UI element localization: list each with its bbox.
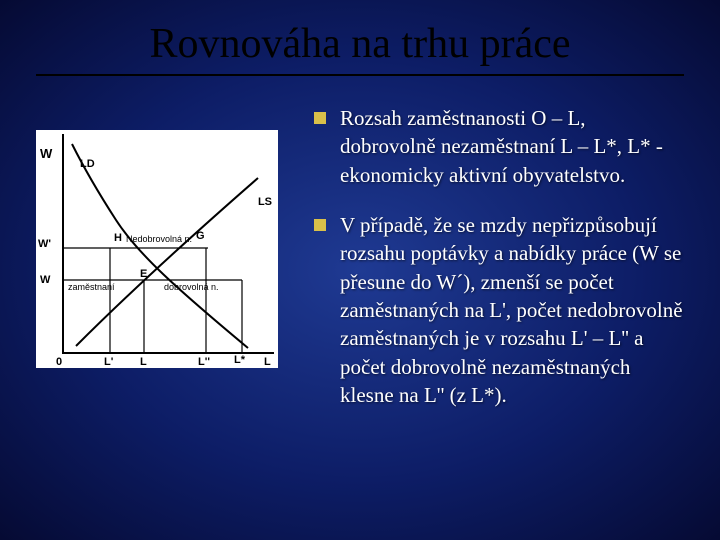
chart-column: W LD LS W' W H G E Nedobrovolná n. zaměs…	[36, 104, 296, 431]
bullet-2: V případě, že se mzdy nepřizpůsobují roz…	[314, 211, 684, 409]
bullet-marker-icon	[314, 219, 326, 231]
labor-market-chart: W LD LS W' W H G E Nedobrovolná n. zaměs…	[36, 130, 278, 368]
lbl-Lstar: L*	[234, 354, 245, 366]
lbl-dobro: dobrovolná n.	[164, 282, 219, 292]
lbl-0: 0	[56, 356, 62, 368]
text-column: Rozsah zaměstnanosti O – L, dobrovolně n…	[314, 104, 684, 431]
lbl-G: G	[196, 230, 205, 242]
lbl-E: E	[140, 268, 147, 280]
lbl-zamest: zaměstnaní	[68, 282, 115, 292]
lbl-LS: LS	[258, 196, 272, 208]
lbl-LD: LD	[80, 158, 95, 170]
bullet-marker-icon	[314, 112, 326, 124]
lbl-nedobro: Nedobrovolná n.	[126, 234, 192, 244]
ld-curve	[72, 144, 248, 348]
bullet-1: Rozsah zaměstnanosti O – L, dobrovolně n…	[314, 104, 684, 189]
lbl-Lright: L	[264, 356, 271, 368]
slide-title: Rovnováha na trhu práce	[36, 20, 684, 76]
lbl-Lpp: L''	[198, 356, 210, 368]
bullet-2-text: V případě, že se mzdy nepřizpůsobují roz…	[340, 211, 684, 409]
content-area: W LD LS W' W H G E Nedobrovolná n. zaměs…	[36, 104, 684, 431]
lbl-L: L	[140, 356, 147, 368]
lbl-Weq: W	[40, 274, 50, 286]
lbl-Lp: L'	[104, 356, 113, 368]
lbl-W-axis: W	[40, 146, 52, 161]
lbl-Wprime: W'	[38, 238, 51, 250]
chart-svg	[36, 130, 278, 368]
bullet-1-text: Rozsah zaměstnanosti O – L, dobrovolně n…	[340, 104, 684, 189]
lbl-H: H	[114, 232, 122, 244]
ls-curve	[76, 178, 258, 346]
